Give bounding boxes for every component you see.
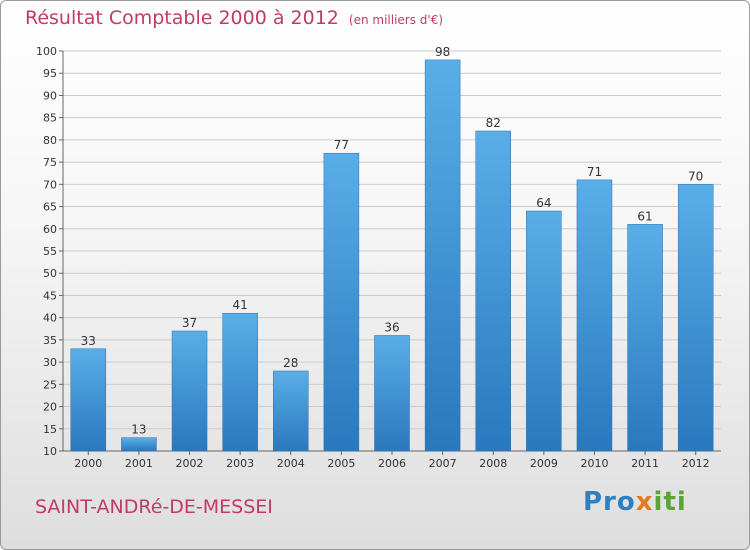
y-tick-label: 85 — [43, 112, 57, 125]
value-label-2002: 37 — [182, 316, 197, 330]
bar-2012 — [677, 184, 714, 452]
bar-2011 — [627, 224, 663, 452]
x-tick-label-2009: 2009 — [530, 457, 558, 470]
y-tick-label: 40 — [43, 312, 57, 325]
chart-title: Résultat Comptable 2000 à 2012 (en millie… — [25, 7, 443, 29]
y-tick-label: 75 — [43, 156, 57, 169]
value-label-2008: 82 — [486, 116, 501, 130]
bar-2010 — [576, 179, 613, 452]
bar-2006 — [374, 335, 410, 452]
bar-2004 — [273, 370, 309, 452]
x-tick-label-2000: 2000 — [74, 457, 102, 470]
value-label-2009: 64 — [536, 196, 551, 210]
brand-logo-part2: x — [635, 487, 654, 517]
x-tick-label-2010: 2010 — [580, 457, 608, 470]
value-label-2012: 70 — [688, 169, 703, 183]
chart-unit-note: (en milliers d'€) — [348, 13, 444, 27]
y-tick-label: 55 — [43, 245, 57, 258]
chart-title-text: Résultat Comptable 2000 à 2012 — [25, 7, 339, 29]
bar-2003 — [222, 312, 258, 452]
x-tick-label-2008: 2008 — [479, 457, 507, 470]
brand-logo: Proxiti — [583, 487, 687, 517]
x-tick-label-2012: 2012 — [682, 457, 710, 470]
x-tick-label-2011: 2011 — [631, 457, 659, 470]
bar-2005 — [323, 152, 360, 452]
bar-2008 — [475, 130, 511, 452]
x-tick-labels: 2000 2001 2002 2003 2004 2005 2006 2007 2008 2009… — [74, 457, 709, 470]
value-label-2003: 41 — [233, 298, 248, 312]
brand-logo-part1: Pro — [583, 487, 636, 517]
y-tick-label: 80 — [43, 134, 57, 147]
x-tick-label-2003: 2003 — [226, 457, 254, 470]
x-tick-label-2007: 2007 — [429, 457, 457, 470]
bar-2002 — [171, 330, 208, 452]
y-tick-label: 25 — [43, 378, 57, 391]
value-label-2001: 13 — [131, 423, 146, 437]
x-tick-label-2001: 2001 — [125, 457, 153, 470]
y-tick-label: 60 — [43, 223, 57, 236]
y-tick-label: 10 — [43, 445, 57, 458]
bar-2000 — [70, 348, 107, 452]
y-tick-label: 65 — [43, 201, 57, 214]
value-label-2004: 28 — [283, 356, 298, 370]
brand-logo-part3: iti — [653, 487, 687, 517]
y-tick-label: 90 — [43, 89, 57, 102]
bar-2009 — [526, 210, 562, 452]
value-label-2007: 98 — [435, 45, 450, 59]
x-tick-label-2005: 2005 — [327, 457, 355, 470]
value-label-2011: 61 — [637, 209, 652, 223]
value-label-2010: 71 — [587, 165, 602, 179]
x-tick-label-2006: 2006 — [378, 457, 406, 470]
bar-2001 — [121, 437, 157, 452]
y-tick-label: 95 — [43, 67, 57, 80]
y-tick-label: 50 — [43, 267, 57, 280]
value-label-2006: 36 — [384, 320, 399, 334]
y-tick-label: 20 — [43, 401, 57, 414]
x-tick-label-2002: 2002 — [176, 457, 204, 470]
y-tick-label: 35 — [43, 334, 57, 347]
bar-2007 — [424, 59, 461, 452]
place-name: SAINT-ANDRé-DE-MESSEI — [35, 496, 273, 518]
y-tick-label: 70 — [43, 178, 57, 191]
y-tick-label: 45 — [43, 289, 57, 302]
y-tick-label: 30 — [43, 356, 57, 369]
value-label-2005: 77 — [334, 138, 349, 152]
y-tick-labels: 10 15 20 25 30 35 40 45 50 55 60 65 70 75 80 85 90 95 100 — [36, 45, 57, 458]
y-tick-label: 100 — [36, 45, 57, 58]
value-labels: 33 13 37 41 28 77 36 98 82 64 71 61 70 — [81, 45, 704, 437]
y-tick-label: 15 — [43, 423, 57, 436]
value-label-2000: 33 — [81, 334, 96, 348]
x-tick-label-2004: 2004 — [277, 457, 305, 470]
bars — [70, 59, 714, 452]
